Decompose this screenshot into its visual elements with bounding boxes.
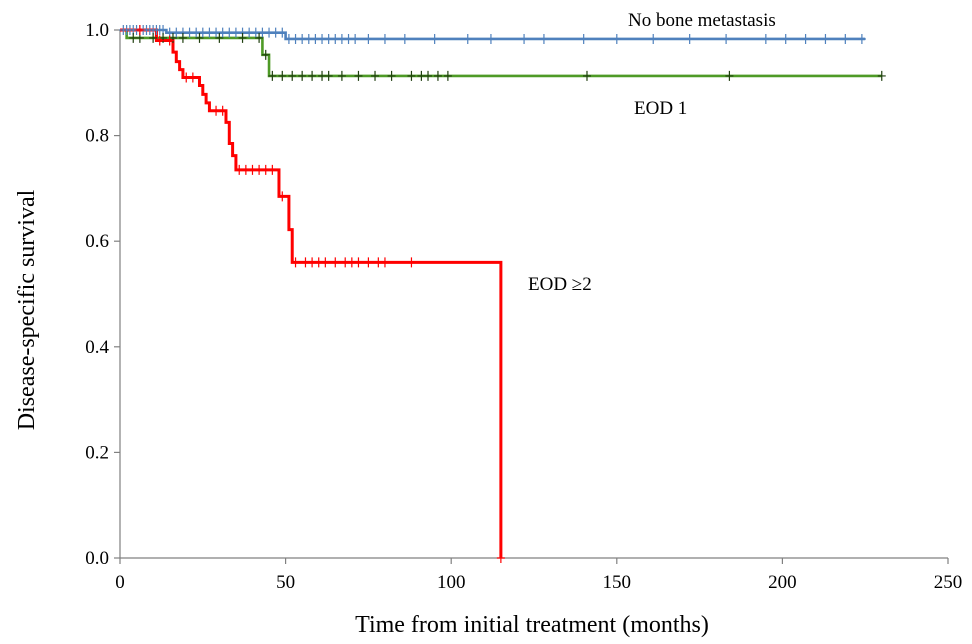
censor-mark — [337, 70, 346, 81]
censor-marks — [119, 25, 886, 563]
censor-mark — [364, 257, 373, 268]
censor-mark — [725, 70, 734, 81]
censor-mark — [278, 70, 287, 81]
censor-mark — [857, 33, 866, 44]
censor-mark — [496, 553, 505, 563]
censor-mark — [215, 32, 224, 43]
y-tick-label: 0.0 — [85, 548, 109, 569]
censor-mark — [433, 70, 442, 81]
censor-mark — [841, 33, 850, 44]
censor-mark — [520, 33, 529, 44]
censor-mark — [354, 257, 363, 268]
label-no-bone-metastasis: No bone metastasis — [628, 10, 776, 31]
censor-mark — [407, 70, 416, 81]
censor-mark — [801, 33, 810, 44]
censor-mark — [612, 33, 621, 44]
censor-mark — [354, 70, 363, 81]
censor-mark — [722, 33, 731, 44]
series-labels: No bone metastasis EOD 1 EOD ≥2 — [528, 10, 776, 295]
censor-marks-eod-1 — [129, 32, 886, 81]
series-line-eod-2 — [120, 28, 503, 558]
censor-mark — [685, 33, 694, 44]
censor-mark — [579, 33, 588, 44]
censor-mark — [324, 70, 333, 81]
censor-mark — [380, 33, 389, 44]
x-axis-title: Time from initial treatment (months) — [355, 612, 709, 638]
censor-mark — [364, 33, 373, 44]
censor-mark — [298, 70, 307, 81]
censor-mark — [268, 70, 277, 81]
censor-mark — [188, 72, 197, 83]
censor-marks-eod-2 — [135, 25, 505, 563]
y-tick-label: 0.8 — [85, 126, 109, 147]
censor-mark — [268, 164, 277, 175]
y-tick-label: 0.2 — [85, 442, 109, 463]
censor-mark — [821, 33, 830, 44]
censor-mark — [331, 257, 340, 268]
censor-mark — [443, 70, 452, 81]
censor-mark — [178, 32, 187, 43]
censor-mark — [387, 70, 396, 81]
censor-mark — [155, 35, 164, 46]
censor-mark — [165, 35, 174, 46]
x-tick-label: 0 — [115, 572, 125, 593]
censor-mark — [135, 25, 144, 35]
censor-mark — [761, 33, 770, 44]
censor-mark — [149, 32, 158, 43]
x-tick-label: 250 — [934, 572, 963, 593]
censor-mark — [261, 49, 270, 60]
series-line-eod-1 — [120, 28, 882, 78]
censor-mark — [308, 70, 317, 81]
censor-mark — [649, 33, 658, 44]
censor-mark — [291, 257, 300, 268]
label-eod-2-plus: EOD ≥2 — [528, 274, 592, 295]
x-tick-label: 50 — [276, 572, 295, 593]
x-axis-ticks: 0 50 100 150 200 250 — [115, 558, 962, 593]
censor-mark — [321, 257, 330, 268]
label-eod-1: EOD 1 — [634, 98, 687, 119]
censor-mark — [486, 33, 495, 44]
x-tick-label: 150 — [603, 572, 632, 593]
censor-mark — [218, 105, 227, 116]
censor-mark — [424, 70, 433, 81]
censor-mark — [255, 32, 264, 43]
y-tick-label: 0.4 — [85, 337, 109, 358]
axes — [119, 30, 948, 559]
censor-mark — [430, 33, 439, 44]
censor-mark — [278, 27, 287, 38]
censor-mark — [159, 32, 168, 43]
censor-mark — [582, 70, 591, 81]
censor-mark — [238, 32, 247, 43]
censor-mark — [380, 257, 389, 268]
y-tick-label: 0.6 — [85, 231, 109, 252]
censor-mark — [463, 33, 472, 44]
censor-mark — [168, 32, 177, 43]
censor-mark — [407, 257, 416, 268]
censor-mark — [278, 191, 287, 202]
x-tick-label: 200 — [768, 572, 797, 593]
series-lines — [120, 28, 882, 558]
y-tick-label: 1.0 — [85, 20, 109, 41]
y-axis-ticks: 0.0 0.2 0.4 0.6 0.8 1.0 — [85, 20, 120, 569]
y-axis-title: Disease-specific survival — [14, 189, 40, 430]
x-tick-label: 100 — [437, 572, 466, 593]
censor-mark — [351, 33, 360, 44]
censor-mark — [371, 70, 380, 81]
censor-mark — [877, 70, 886, 81]
censor-mark — [400, 33, 409, 44]
censor-mark — [539, 33, 548, 44]
censor-mark — [288, 70, 297, 81]
censor-mark — [781, 33, 790, 44]
censor-mark — [195, 32, 204, 43]
